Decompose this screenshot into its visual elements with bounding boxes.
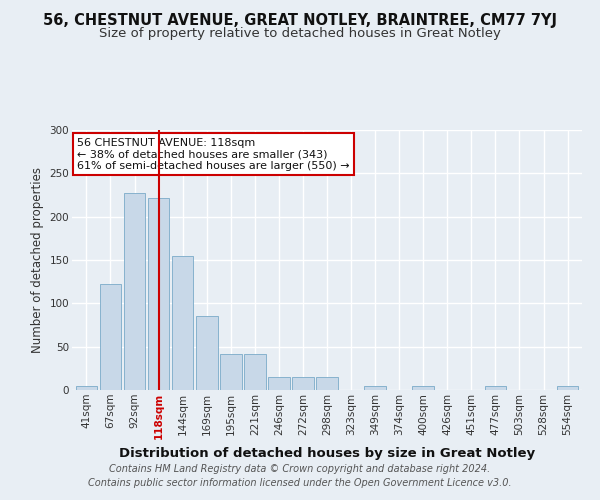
X-axis label: Distribution of detached houses by size in Great Notley: Distribution of detached houses by size …	[119, 448, 535, 460]
Bar	[557, 386, 578, 390]
Y-axis label: Number of detached properties: Number of detached properties	[31, 167, 44, 353]
Bar	[364, 386, 386, 390]
Bar	[220, 354, 242, 390]
Bar	[100, 284, 121, 390]
Text: 56 CHESTNUT AVENUE: 118sqm
← 38% of detached houses are smaller (343)
61% of sem: 56 CHESTNUT AVENUE: 118sqm ← 38% of deta…	[77, 138, 350, 171]
Text: Contains HM Land Registry data © Crown copyright and database right 2024.
Contai: Contains HM Land Registry data © Crown c…	[88, 464, 512, 487]
Bar	[412, 386, 434, 390]
Bar	[292, 377, 314, 390]
Text: 56, CHESTNUT AVENUE, GREAT NOTLEY, BRAINTREE, CM77 7YJ: 56, CHESTNUT AVENUE, GREAT NOTLEY, BRAIN…	[43, 12, 557, 28]
Bar	[76, 386, 97, 390]
Bar	[244, 354, 266, 390]
Text: Size of property relative to detached houses in Great Notley: Size of property relative to detached ho…	[99, 28, 501, 40]
Bar	[172, 256, 193, 390]
Bar	[485, 386, 506, 390]
Bar	[268, 377, 290, 390]
Bar	[196, 316, 218, 390]
Bar	[316, 377, 338, 390]
Bar	[124, 194, 145, 390]
Bar	[148, 198, 169, 390]
